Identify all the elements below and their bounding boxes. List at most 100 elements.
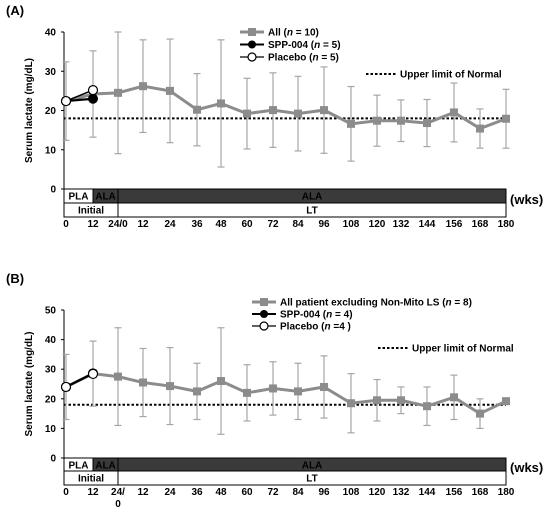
y-axis-label: Serum lactate (mg/dL): [24, 331, 35, 436]
timeline-phase-lt: [117, 202, 507, 218]
x-tick-label: 36: [191, 219, 203, 230]
legend-label: Upper limit of Normal: [412, 344, 514, 355]
panel-label: (B): [6, 271, 24, 286]
y-tick-label: 30: [45, 67, 57, 78]
legend-label: Placebo (n =4 ): [280, 322, 351, 333]
timeline-bar-label: ALA: [302, 192, 323, 203]
x-tick-label: 12: [137, 219, 149, 230]
x-axis-unit-label: (wks): [510, 192, 543, 207]
data-point-square: [320, 106, 328, 115]
data-point-square: [243, 109, 251, 118]
x-tick-label: 0: [63, 487, 69, 498]
y-tick-label: 0: [50, 454, 56, 465]
x-tick-label: 0: [115, 499, 121, 510]
legend-label: Placebo (n = 5): [268, 53, 339, 64]
timeline-phase-lt: [117, 470, 507, 486]
x-tick-label: 180: [498, 487, 515, 498]
series-line-all: [65, 84, 507, 131]
x-tick-label: 84: [292, 219, 304, 230]
x-axis-unit-label: (wks): [510, 460, 543, 475]
timeline-phase-label: LT: [306, 474, 317, 485]
x-tick-label: 144: [419, 219, 436, 230]
x-tick-label: 132: [393, 219, 410, 230]
legend-swatch-filled-circle: [260, 310, 268, 318]
x-tick-label: 96: [318, 219, 330, 230]
data-point-square: [139, 378, 147, 387]
data-point-square: [397, 116, 405, 125]
data-point-square: [373, 396, 381, 405]
x-tick-label: 48: [215, 219, 227, 230]
data-point-open-circle: [60, 95, 72, 107]
y-tick-label: 10: [45, 145, 57, 156]
y-tick-label: 0: [50, 185, 56, 196]
x-tick-label: 12: [137, 487, 149, 498]
data-point-square: [347, 119, 355, 128]
x-tick-label: 72: [267, 487, 279, 498]
timeline-phase-label: Initial: [78, 474, 104, 485]
data-point-square: [139, 82, 147, 91]
series-line-all: [65, 372, 507, 416]
data-point-square: [193, 387, 201, 396]
data-point-square: [294, 109, 302, 118]
x-tick-label: 24/: [111, 487, 125, 498]
x-tick-label: 84: [292, 487, 304, 498]
data-point-square: [166, 382, 174, 391]
timeline-bar-label: PLA: [69, 461, 89, 472]
data-point-square: [269, 384, 277, 393]
timeline-bar-label: ALA: [95, 461, 116, 472]
legend-swatch-square: [248, 28, 256, 36]
y-tick-label: 10: [45, 424, 57, 435]
x-tick-label: 120: [369, 487, 386, 498]
data-point-square: [476, 124, 484, 133]
data-point-open-circle: [87, 84, 99, 96]
data-point-square: [423, 119, 431, 128]
x-tick-label: 180: [498, 219, 515, 230]
data-point-square: [166, 86, 174, 95]
y-tick-label: 20: [45, 106, 57, 117]
y-tick-label: 40: [45, 28, 57, 39]
data-point-square: [502, 114, 510, 123]
x-tick-label: 132: [393, 487, 410, 498]
x-tick-label: 24: [164, 219, 176, 230]
legend-swatch-open-circle: [247, 52, 257, 62]
x-tick-label: 108: [343, 219, 360, 230]
data-point-square: [347, 399, 355, 408]
timeline-phase-label: Initial: [78, 206, 104, 217]
timeline-phase-label: LT: [306, 206, 317, 217]
x-tick-label: 168: [472, 487, 489, 498]
data-point-square: [217, 99, 225, 108]
data-point-square: [397, 396, 405, 405]
legend-label: Upper limit of Normal: [400, 70, 502, 81]
x-tick-label: 36: [191, 487, 203, 498]
x-tick-label: 0: [63, 219, 69, 230]
legend-label: SPP-004 (n = 4): [280, 310, 353, 321]
y-axis-label: Serum lactate (mg/dL): [24, 58, 35, 163]
data-point-square: [217, 377, 225, 386]
data-point-square: [114, 88, 122, 97]
legend-label: All (n = 10): [268, 28, 319, 39]
data-point-square: [373, 116, 381, 125]
timeline-bar-label: ALA: [95, 192, 116, 203]
data-point-square: [320, 382, 328, 391]
data-point-square: [269, 106, 277, 115]
data-point-square: [423, 402, 431, 411]
x-tick-label: 48: [215, 487, 227, 498]
data-point-square: [193, 105, 201, 114]
data-point-filled-circle: [88, 93, 98, 104]
x-tick-label: 60: [241, 487, 253, 498]
legend-swatch-filled-circle: [248, 40, 256, 49]
timeline-bar-label: ALA: [302, 461, 323, 472]
legend-label: All patient excluding Non-Mito LS (n = 8…: [280, 298, 472, 309]
x-tick-label: 156: [446, 487, 463, 498]
panel-label: (A): [6, 3, 24, 18]
x-tick-label: 24: [164, 487, 176, 498]
x-tick-label: 12: [87, 219, 99, 230]
x-tick-label: 72: [267, 219, 279, 230]
legend-swatch-square: [260, 298, 268, 306]
x-tick-label: 156: [446, 219, 463, 230]
data-point-square: [450, 393, 458, 402]
y-tick-label: 20: [45, 394, 57, 405]
legend-swatch-open-circle: [259, 321, 269, 331]
chart-panel-b: (B) 0 10 20 30 40 50 Serum lactate (mg/dL) PLA AL…: [6, 271, 543, 510]
x-tick-label: 96: [318, 487, 330, 498]
